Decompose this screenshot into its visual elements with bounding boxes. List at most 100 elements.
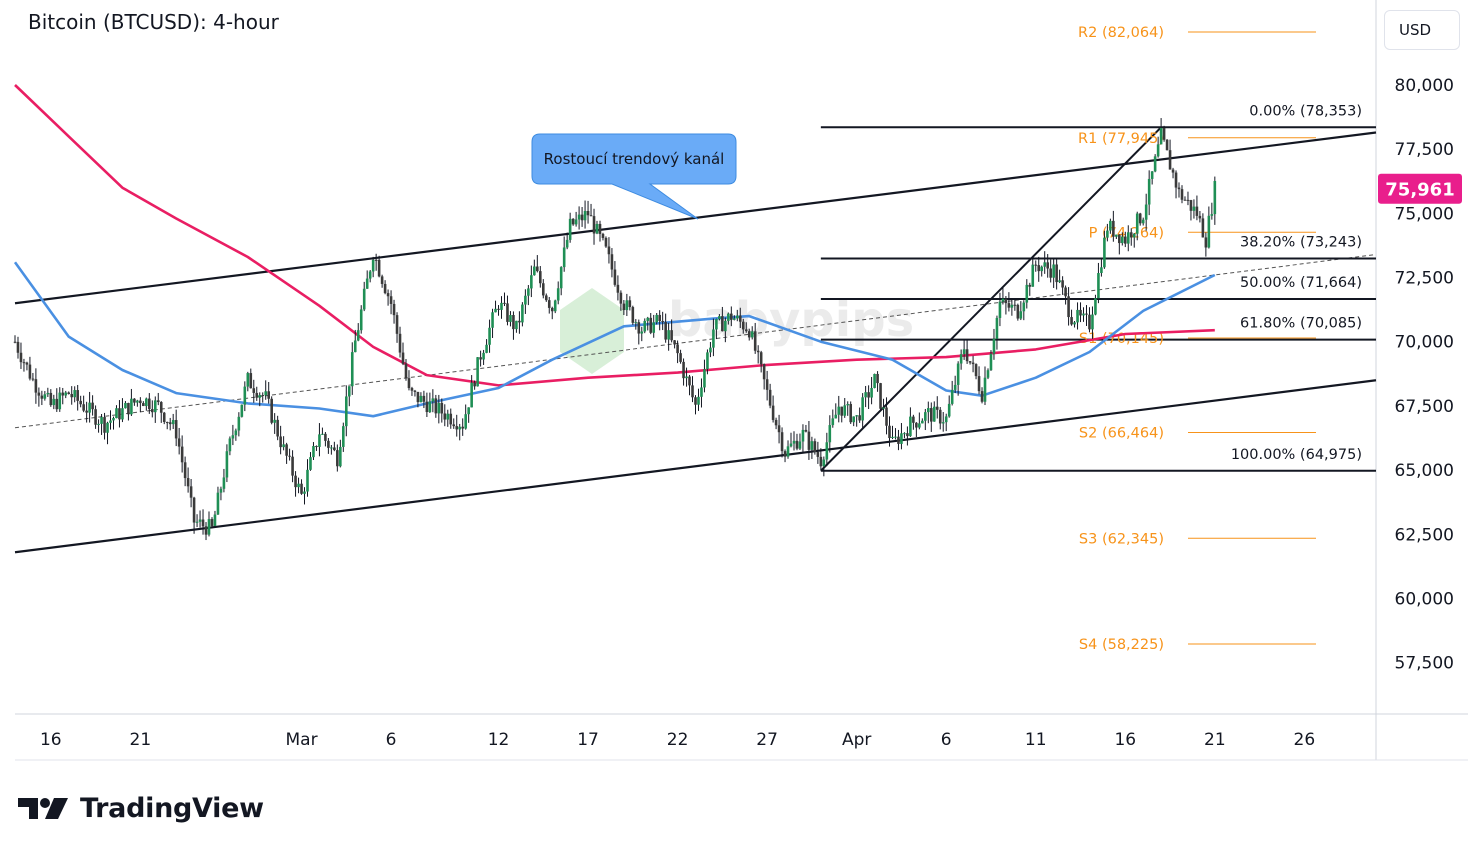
candle-body [825, 442, 829, 460]
candle-body [530, 275, 533, 289]
candle-body [1001, 298, 1005, 302]
current-price-label: 75,961 [1385, 180, 1454, 201]
chart-title: Bitcoin (BTCUSD): 4-hour [28, 10, 279, 34]
candle [1144, 193, 1148, 231]
candle-body [34, 379, 38, 393]
candle [482, 349, 485, 365]
candle [389, 290, 393, 315]
candle [109, 410, 112, 430]
candle-body [440, 402, 444, 414]
candle-body [207, 519, 211, 535]
candle-body [1112, 220, 1115, 237]
candle-body [1106, 230, 1109, 238]
candle [527, 285, 530, 306]
candle [261, 392, 265, 403]
candle [628, 296, 632, 311]
pivot-levels[interactable]: R2 (82,064)R1 (77,945)P (74,264)S1 (70,1… [1078, 25, 1316, 653]
candle-body [219, 488, 223, 493]
currency-button[interactable]: USD [1384, 10, 1460, 50]
candle-body [1037, 265, 1041, 272]
candle [1004, 296, 1008, 315]
candle [792, 431, 796, 451]
candle [807, 420, 811, 460]
candle [422, 390, 426, 409]
candle [977, 366, 981, 395]
candle [550, 306, 554, 320]
y-tick-label: 70,000 [1395, 333, 1454, 353]
channel-mid-line [14, 253, 1377, 429]
tradingview-branding[interactable]: TradingView [18, 790, 264, 826]
candle [694, 395, 697, 415]
candle-body [240, 404, 244, 417]
candle-body [312, 446, 315, 458]
candle [846, 401, 850, 416]
candle [485, 339, 488, 354]
candle-body [837, 406, 841, 415]
candle [213, 510, 217, 527]
candle-body [416, 391, 420, 403]
candle-body [37, 392, 41, 396]
candle [455, 414, 459, 437]
candle-body [867, 392, 870, 398]
candle-body [291, 456, 294, 476]
candle-body [398, 333, 402, 353]
candle-body [1076, 309, 1079, 323]
candle-body [73, 390, 76, 398]
candle [727, 312, 730, 325]
candle [1189, 199, 1193, 221]
candle-body [192, 497, 196, 523]
candle-body [834, 414, 838, 419]
candle [150, 400, 154, 418]
candle-body [297, 483, 300, 488]
candle [1150, 171, 1154, 185]
x-tick-label: Mar [285, 730, 317, 750]
candle [983, 366, 987, 406]
candle [1052, 258, 1055, 288]
y-tick-label: 67,500 [1395, 397, 1454, 417]
candle [992, 328, 996, 360]
candle [67, 391, 71, 395]
candle [285, 442, 288, 464]
candle-body [694, 397, 697, 405]
candle [1126, 225, 1130, 252]
candle-body [1031, 264, 1035, 287]
candle-body [1118, 234, 1121, 244]
candle-body [473, 382, 476, 387]
candle-body [941, 422, 945, 424]
candle-body [873, 373, 876, 388]
candle [491, 308, 494, 338]
candle [16, 336, 20, 359]
fib-level-label: 38.20% (73,243) [1240, 234, 1362, 250]
candle-body [995, 317, 999, 339]
candle [965, 338, 969, 364]
candle-body [121, 408, 124, 420]
candle [300, 479, 303, 495]
candle [646, 316, 650, 331]
candle [234, 428, 238, 441]
candle [712, 318, 715, 357]
candle-body [1126, 232, 1130, 244]
candle [37, 387, 41, 407]
candle [759, 350, 763, 373]
candle [350, 342, 354, 395]
candle [595, 220, 599, 235]
candle-body [1213, 180, 1217, 215]
candle [547, 296, 551, 314]
x-tick-label: 27 [756, 730, 778, 750]
candle [753, 322, 757, 354]
candle [315, 445, 318, 451]
candle [1109, 218, 1112, 234]
candle-body [876, 373, 879, 384]
candle [52, 394, 56, 410]
candle [768, 383, 772, 409]
candle [246, 371, 250, 392]
candle [941, 412, 945, 432]
candle-body [744, 329, 748, 332]
candle-body [500, 302, 503, 310]
candle-body [491, 312, 494, 328]
fibonacci-retracement[interactable]: 0.00% (78,353) 38.20% (73,243) 50.00% (71,… [820, 103, 1376, 472]
candle [425, 392, 429, 417]
candle [974, 363, 978, 380]
